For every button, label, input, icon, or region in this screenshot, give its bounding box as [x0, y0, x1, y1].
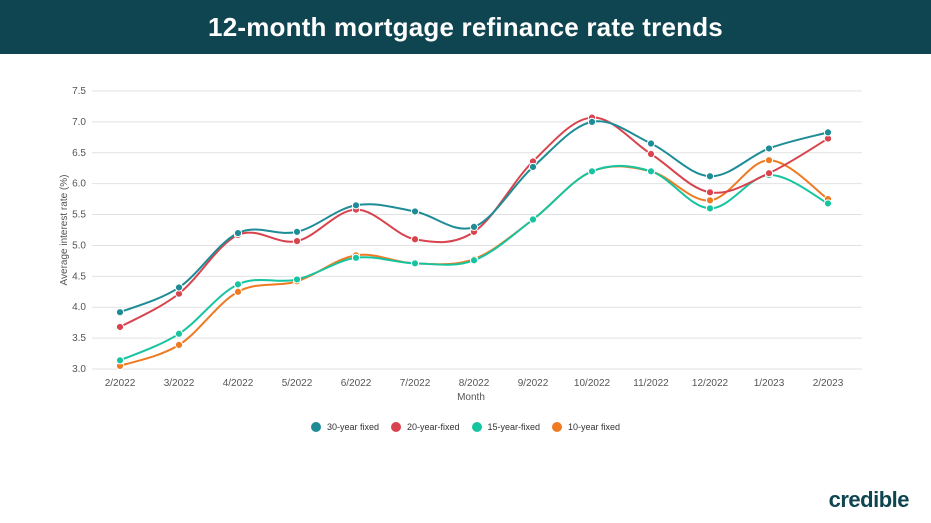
x-tick-label: 8/2022: [459, 378, 490, 389]
data-point: [764, 144, 774, 153]
data-point: [646, 139, 656, 148]
y-tick-label: 5.0: [72, 240, 86, 251]
credible-logo: credible: [828, 487, 910, 512]
data-point: [233, 287, 243, 296]
data-point: [174, 283, 184, 292]
data-point: [469, 256, 479, 265]
data-point: [528, 162, 538, 172]
data-point: [705, 204, 715, 213]
x-tick-label: 3/2022: [164, 378, 195, 389]
legend-label: 15-year-fixed: [487, 422, 541, 432]
data-point: [646, 167, 656, 176]
data-point: [174, 340, 184, 350]
data-point: [410, 259, 420, 268]
data-point: [587, 117, 597, 126]
data-point: [410, 207, 420, 216]
y-axis-title: Average interest rate (%): [59, 175, 70, 286]
legend-swatch: [390, 422, 401, 432]
data-point: [174, 329, 184, 338]
header-banner: 12-month mortgage refinance rate trends: [0, 0, 931, 54]
legend-item: 15-year-fixed: [471, 422, 541, 432]
x-tick-label: 4/2022: [223, 378, 254, 389]
data-point: [292, 237, 302, 246]
legend-swatch: [310, 422, 321, 432]
legend-item: 20-year-fixed: [390, 422, 460, 432]
series-line-20-year-fixed: [119, 116, 829, 328]
x-tick-label: 9/2022: [518, 378, 549, 389]
legend-label: 30-year fixed: [326, 422, 379, 432]
line-chart: 3.0 3.5 4.0 4.5 5.0 5.5 6.0 6.5 7.0 7.5 2/2022 3/20…: [59, 86, 862, 403]
series-line-30-year-fixed: [119, 120, 829, 314]
y-tick-label: 7.5: [72, 86, 86, 97]
legend-swatch: [471, 422, 482, 432]
data-point: [292, 275, 302, 284]
data-point: [351, 201, 361, 210]
x-tick-label: 5/2022: [282, 378, 313, 389]
y-tick-label: 6.0: [72, 179, 86, 190]
legend-swatch: [552, 422, 563, 432]
legend-item: 30-year fixed: [310, 422, 379, 432]
data-point: [705, 188, 715, 197]
x-tick-label: 1/2023: [754, 378, 785, 389]
y-tick-label: 7.0: [72, 117, 86, 128]
data-point: [823, 128, 833, 137]
data-point: [764, 169, 774, 178]
x-tick-label: 2/2023: [813, 378, 844, 389]
data-point: [823, 199, 833, 208]
y-tick-label: 4.5: [72, 271, 86, 282]
chart-legend: 30-year fixed 20-year-fixed 15-year-fixed 1…: [0, 422, 931, 432]
x-tick-label: 7/2022: [400, 378, 431, 389]
data-point: [233, 228, 243, 238]
page-title: 12-month mortgage refinance rate trends: [208, 11, 723, 42]
legend-item: 10-year fixed: [552, 422, 620, 432]
x-axis-title: Month: [457, 392, 485, 403]
legend-label: 20-year-fixed: [406, 422, 460, 432]
x-tick-label: 10/2022: [574, 378, 611, 389]
x-tick-label: 6/2022: [341, 378, 372, 389]
data-point: [705, 196, 715, 205]
data-point: [646, 149, 656, 159]
data-point: [115, 356, 125, 365]
y-tick-label: 3.5: [72, 333, 86, 344]
data-point: [233, 280, 243, 289]
data-point: [115, 308, 125, 317]
data-point: [410, 235, 420, 244]
data-point: [292, 227, 302, 236]
data-point: [469, 222, 479, 232]
y-tick-label: 6.5: [72, 148, 86, 159]
x-tick-label: 12/2022: [692, 378, 729, 389]
y-tick-label: 4.0: [72, 302, 86, 313]
legend-label: 10-year fixed: [568, 422, 621, 432]
data-point: [764, 156, 774, 165]
y-tick-label: 3.0: [72, 364, 86, 375]
x-tick-label: 2/2022: [105, 378, 136, 389]
data-point: [351, 253, 361, 262]
data-point: [587, 167, 597, 176]
data-point: [115, 322, 125, 332]
data-point: [528, 215, 538, 224]
y-tick-label: 5.5: [72, 210, 86, 221]
x-tick-label: 11/2022: [633, 378, 669, 389]
data-point: [705, 172, 715, 181]
